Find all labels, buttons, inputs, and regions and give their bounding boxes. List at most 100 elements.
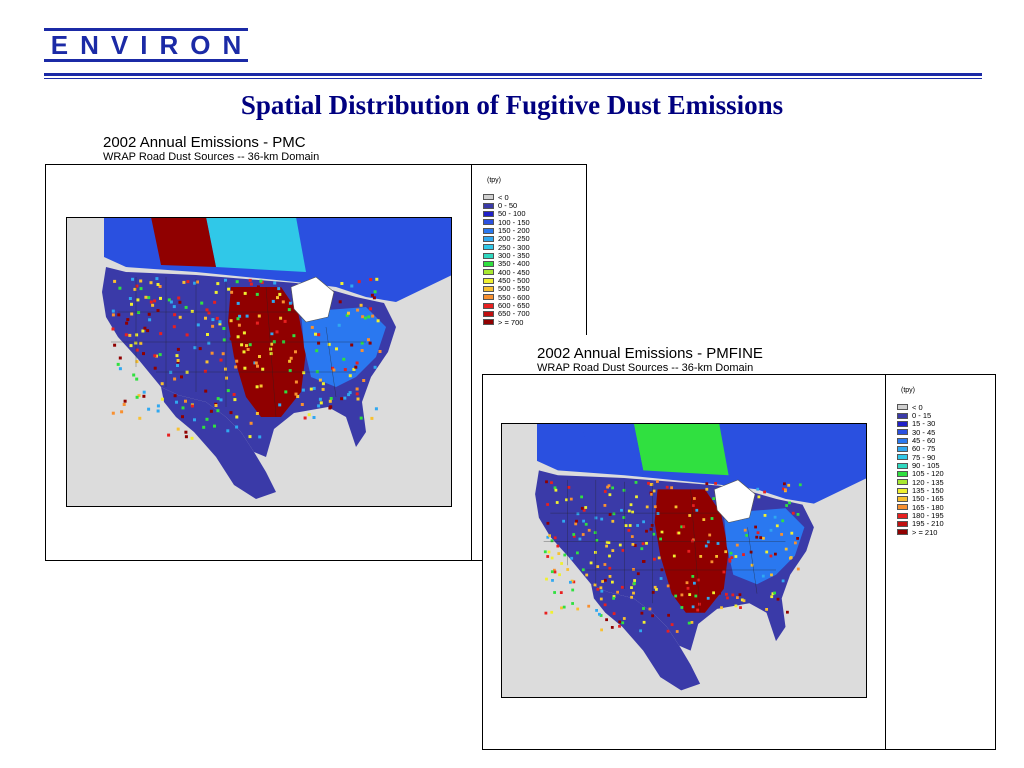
pmfine-central-hotspot [654, 489, 729, 613]
pmc-legend-row: 600 - 650 [483, 301, 530, 310]
pmc-emission-cell [190, 309, 194, 313]
pmc-emissions-map [66, 217, 452, 507]
pmc-emission-cell [294, 392, 298, 396]
pmc-emission-cell [278, 403, 282, 407]
pmfine-emission-cell [620, 508, 623, 512]
pmc-emission-cell [169, 370, 173, 374]
pmc-emission-cell [149, 281, 153, 285]
pmc-emission-cell [139, 279, 143, 283]
pmfine-emission-cell [675, 630, 679, 633]
pmc-emission-cell [350, 284, 354, 288]
pmc-legend-row: 300 - 350 [483, 251, 530, 261]
pmfine-emission-cell [678, 566, 682, 570]
pmfine-legend-row: 15 - 30 [897, 419, 944, 428]
pmfine-emission-cell [694, 594, 698, 598]
pmc-emission-cell [347, 393, 351, 397]
pmc-emission-cell [215, 316, 219, 320]
pmfine-emission-cell [705, 487, 709, 491]
pmfine-emission-cell [578, 537, 582, 541]
pmfine-emission-cell [633, 544, 637, 547]
pmc-emission-cell [193, 418, 196, 422]
pmc-emission-cell [123, 399, 127, 403]
pmfine-emission-cell [633, 579, 636, 582]
pmc-emission-cell [218, 322, 222, 326]
pmfine-emission-cell [745, 534, 748, 537]
pmfine-emission-cell [680, 593, 684, 597]
pmfine-legend-row: 0 - 15 [897, 411, 944, 421]
pmc-emission-cell [158, 285, 162, 288]
pmfine-emission-cell [784, 547, 788, 551]
pmc-emission-cell [231, 304, 235, 308]
pmfine-emission-cell [773, 591, 776, 595]
pmfine-emission-cell [630, 535, 634, 538]
pmc-emission-cell [181, 415, 184, 419]
pmc-emission-cell [224, 367, 227, 371]
pmfine-emission-cell [757, 495, 761, 499]
pmc-emission-cell [234, 365, 238, 369]
pmfine-emission-cell [651, 591, 655, 594]
pmc-legend-row: 0 - 50 [483, 201, 530, 210]
pmc-great-lakes [290, 276, 335, 323]
pmc-emission-cell [328, 399, 332, 403]
pmfine-emission-cell [547, 550, 551, 554]
pmc-legend-swatch [483, 194, 494, 201]
pmc-emission-cell [248, 278, 252, 282]
pmc-emission-cell [135, 333, 139, 337]
pmc-legend-swatch [483, 235, 494, 242]
pmc-emission-cell [258, 355, 261, 358]
pmfine-emission-cell [742, 599, 746, 603]
pmfine-legend-label: 0 - 15 [912, 411, 932, 421]
pmfine-emission-cell [645, 529, 648, 533]
pmfine-emission-cell [622, 516, 626, 519]
pmfine-emission-cell [566, 568, 570, 571]
pmc-emission-cell [376, 319, 380, 323]
pmc-emission-cell [176, 427, 180, 431]
pmc-legend-swatch [483, 294, 494, 301]
pmfine-emission-cell [608, 566, 612, 570]
pmc-emission-cell [347, 311, 350, 315]
pmc-legend-label: 300 - 350 [498, 251, 530, 261]
pmfine-emission-cell [558, 573, 561, 577]
pmc-emission-cell [239, 291, 242, 295]
pmfine-emission-cell [632, 591, 635, 595]
pmfine-emission-cell [659, 533, 663, 537]
pmfine-emission-cell [642, 607, 645, 610]
pmc-emission-cell [370, 293, 374, 297]
pmc-emission-cell [360, 341, 364, 345]
pmfine-emission-cell [695, 508, 699, 512]
pmc-emission-cell [374, 407, 378, 411]
pmc-emission-cell [348, 374, 352, 378]
pmfine-emission-cell [789, 556, 793, 559]
pmc-emission-cell [135, 360, 139, 364]
pmc-emission-cell [294, 380, 298, 384]
pmc-emission-cell [198, 347, 202, 351]
pmc-emission-cell [355, 387, 359, 391]
pmc-emission-cell [132, 373, 136, 377]
logo-text: ENVIRON [50, 29, 254, 60]
pmc-emission-cell [143, 326, 147, 330]
pmfine-emission-cell [642, 560, 646, 563]
pmfine-legend-row: 90 - 105 [897, 461, 944, 470]
pmfine-emission-cell [553, 591, 556, 594]
pmfine-emission-cell [781, 579, 785, 583]
pmc-emission-cell [190, 404, 194, 408]
pmfine-emission-cell [627, 529, 631, 532]
pmfine-emission-cell [674, 505, 678, 509]
pmfine-emission-cell [725, 592, 728, 596]
pmc-emission-cell [309, 387, 313, 391]
pmfine-emission-cell [728, 558, 732, 561]
pmc-emission-cell [273, 281, 277, 285]
pmc-emission-cell [315, 370, 319, 374]
pmfine-emission-cell [677, 531, 681, 535]
pmfine-legend-row: 75 - 90 [897, 453, 944, 462]
pmc-emission-cell [367, 315, 371, 319]
pmc-emission-cell [137, 394, 141, 398]
pmc-emission-cell [372, 296, 376, 300]
pmc-emission-cell [375, 277, 379, 281]
pmc-emission-cell [317, 404, 321, 408]
pmc-emission-cell [288, 301, 292, 305]
pmc-emission-cell [125, 321, 129, 325]
pmfine-emission-cell [796, 567, 800, 571]
pmc-emission-cell [288, 359, 292, 363]
pmfine-emission-cell [562, 519, 565, 523]
